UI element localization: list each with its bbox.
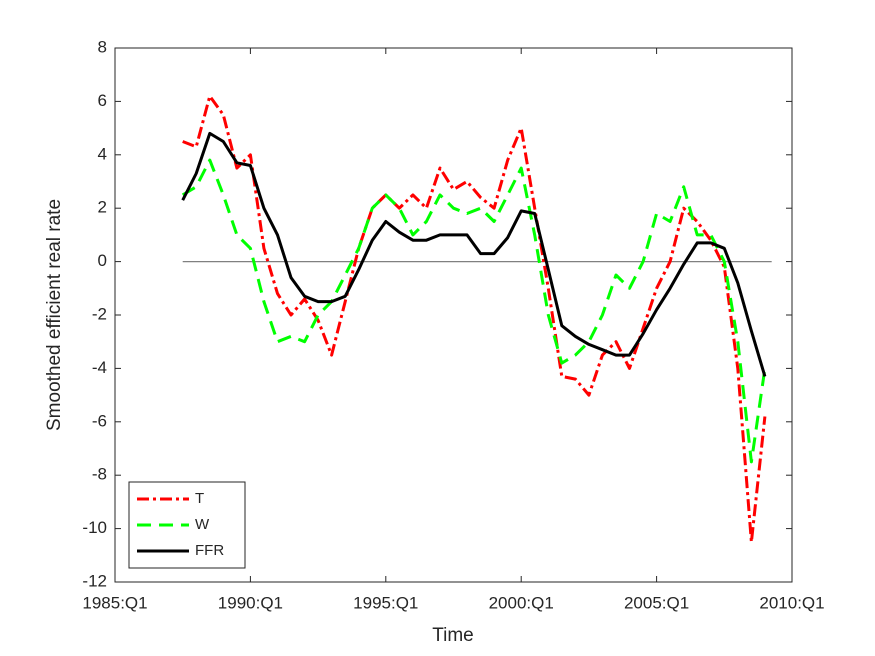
y-tick-label: 4 (98, 144, 107, 163)
legend-label: T (195, 490, 204, 507)
y-tick-label: -2 (92, 304, 107, 323)
x-tick-label: 1985:Q1 (82, 593, 147, 612)
y-axis-label: Smoothed efficient real rate (44, 199, 65, 431)
y-tick-label: -8 (92, 465, 107, 484)
x-axis-label: Time (432, 625, 474, 646)
y-tick-label: -10 (82, 518, 107, 537)
x-tick-label: 2005:Q1 (624, 593, 689, 612)
y-tick-label: -12 (82, 571, 107, 590)
series-line (181, 158, 767, 464)
legend: TW FFR (128, 481, 246, 569)
x-tick-label: 1990:Q1 (218, 593, 283, 612)
legend-label: FFR (195, 542, 224, 559)
series-line (182, 94, 767, 544)
x-tick-label: 1995:Q1 (353, 593, 418, 612)
y-tick-label: 2 (98, 198, 107, 217)
y-tick-label: -4 (92, 358, 107, 377)
y-tick-label: -6 (92, 411, 107, 430)
series-line (181, 131, 767, 377)
y-tick-label: 8 (98, 37, 107, 56)
y-tick-label: 0 (98, 251, 107, 270)
y-tick-label: 6 (98, 91, 107, 110)
x-tick-label: 2010:Q1 (759, 593, 824, 612)
x-tick-label: 2000:Q1 (489, 593, 554, 612)
legend-label: W (195, 516, 210, 533)
